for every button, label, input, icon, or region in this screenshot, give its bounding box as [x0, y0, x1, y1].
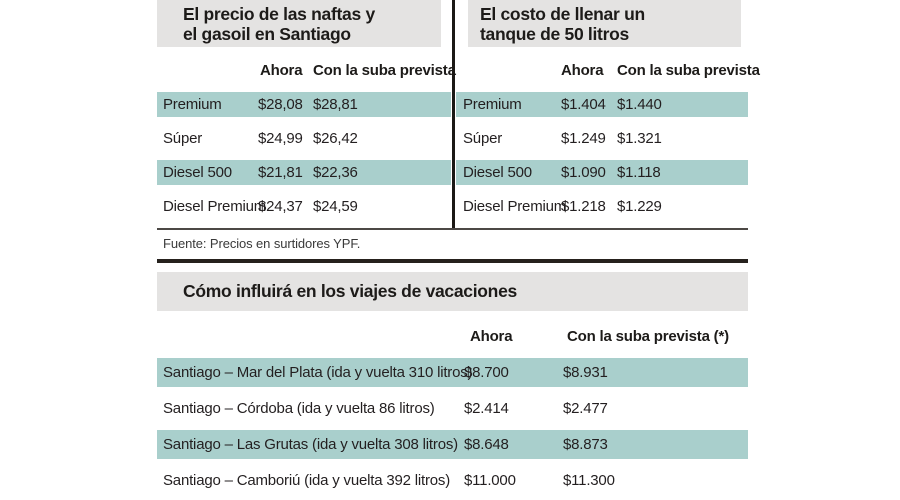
table-row: Premium $28,08 $28,81	[157, 92, 451, 117]
tank-cost-title-line1: El costo de llenar un	[480, 4, 645, 24]
section-divider-rule	[157, 259, 748, 263]
tank-cost-table-title: El costo de llenar un tanque de 50 litro…	[468, 0, 741, 44]
row-value-suba: $24,59	[313, 198, 358, 215]
trips-table-title: Cómo influirá en los viajes de vacacione…	[183, 281, 517, 301]
row-value-ahora: $28,08	[258, 96, 303, 113]
row-value-suba: $1.118	[617, 164, 661, 181]
row-value-ahora: $24,99	[258, 130, 303, 147]
fuel-price-title-line1: El precio de las naftas y	[183, 4, 375, 24]
source-note: Fuente: Precios en surtidores YPF.	[163, 236, 361, 251]
row-value-ahora: $21,81	[258, 164, 303, 181]
row-value-ahora: $8.700	[464, 364, 509, 381]
row-value-suba: $1.321	[617, 130, 662, 147]
row-value-suba: $1.229	[617, 198, 662, 215]
row-value-suba: $26,42	[313, 130, 358, 147]
row-label: Diesel Premium	[463, 198, 567, 215]
tank-cost-col-ahora: Ahora	[561, 62, 604, 79]
row-value-ahora: $1.090	[561, 164, 606, 181]
tank-cost-table-header-block: El costo de llenar un tanque de 50 litro…	[468, 0, 741, 47]
table-row: Santiago – Camboriú (ida y vuelta 392 li…	[157, 466, 748, 495]
table-row: Santiago – Córdoba (ida y vuelta 86 litr…	[157, 394, 748, 423]
tank-cost-title-line2: tanque de 50 litros	[480, 23, 629, 44]
table-row: Súper $1.249 $1.321	[456, 126, 748, 151]
trips-table-header-block: Cómo influirá en los viajes de vacacione…	[157, 272, 748, 311]
table-row: Diesel 500 $1.090 $1.118	[456, 160, 748, 185]
row-label: Súper	[163, 130, 203, 147]
row-value-ahora: $1.218	[561, 198, 606, 215]
row-label: Diesel 500	[463, 164, 532, 181]
row-label: Diesel 500	[163, 164, 232, 181]
fuel-price-title-line2: el gasoil en Santiago	[183, 23, 351, 44]
vertical-divider	[452, 0, 455, 230]
row-label: Diesel Premium	[163, 198, 267, 215]
trips-col-suba: Con la suba prevista (*)	[567, 328, 729, 345]
row-value-ahora: $8.648	[464, 436, 509, 453]
row-label: Premium	[163, 96, 222, 113]
row-label: Santiago – Las Grutas (ida y vuelta 308 …	[163, 436, 458, 453]
table-row: Diesel Premium $24,37 $24,59	[157, 194, 451, 219]
row-value-ahora: $24,37	[258, 198, 303, 215]
table-row: Súper $24,99 $26,42	[157, 126, 451, 151]
table-row: Diesel Premium $1.218 $1.229	[456, 194, 748, 219]
row-value-suba: $8.931	[563, 364, 608, 381]
table-row: Diesel 500 $21,81 $22,36	[157, 160, 451, 185]
row-value-suba: $22,36	[313, 164, 358, 181]
row-value-suba: $11.300	[563, 472, 615, 489]
row-value-ahora: $2.414	[464, 400, 509, 417]
fuel-price-col-ahora: Ahora	[260, 62, 303, 79]
row-label: Santiago – Mar del Plata (ida y vuelta 3…	[163, 364, 473, 381]
row-label: Súper	[463, 130, 503, 147]
row-value-ahora: $1.404	[561, 96, 606, 113]
row-value-suba: $28,81	[313, 96, 358, 113]
row-value-suba: $8.873	[563, 436, 608, 453]
row-label: Premium	[463, 96, 522, 113]
tables-bottom-border	[157, 228, 748, 230]
table-row: Premium $1.404 $1.440	[456, 92, 748, 117]
tank-cost-col-suba: Con la suba prevista	[617, 62, 760, 79]
fuel-price-col-suba: Con la suba prevista	[313, 62, 456, 79]
row-value-suba: $2.477	[563, 400, 608, 417]
row-value-ahora: $11.000	[464, 472, 516, 489]
row-label: Santiago – Córdoba (ida y vuelta 86 litr…	[163, 400, 435, 417]
row-value-ahora: $1.249	[561, 130, 606, 147]
row-label: Santiago – Camboriú (ida y vuelta 392 li…	[163, 472, 450, 489]
fuel-price-table-header-block: El precio de las naftas y el gasoil en S…	[157, 0, 441, 47]
row-value-suba: $1.440	[617, 96, 662, 113]
table-row: Santiago – Las Grutas (ida y vuelta 308 …	[157, 430, 748, 459]
trips-col-ahora: Ahora	[470, 328, 513, 345]
fuel-price-table-title: El precio de las naftas y el gasoil en S…	[157, 0, 441, 44]
table-row: Santiago – Mar del Plata (ida y vuelta 3…	[157, 358, 748, 387]
